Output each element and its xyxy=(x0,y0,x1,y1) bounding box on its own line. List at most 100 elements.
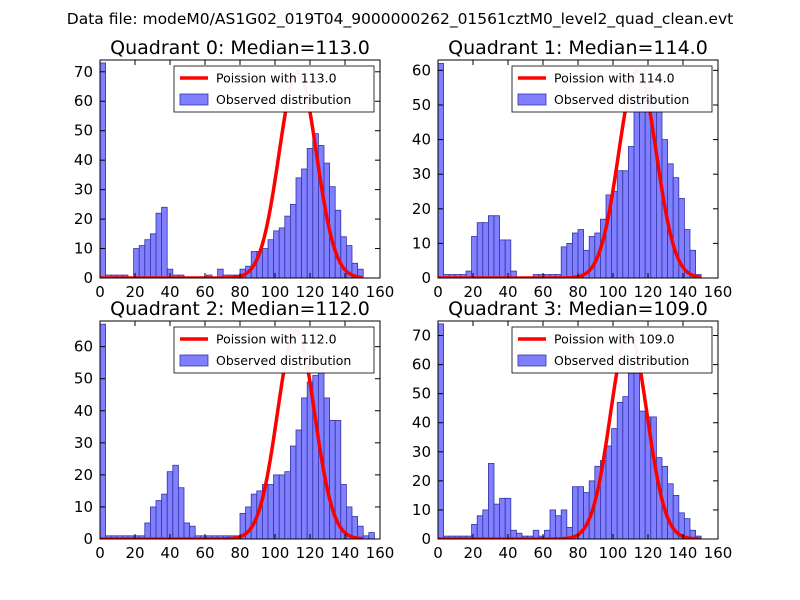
x-tick-label: 100 xyxy=(261,283,290,301)
histogram-bar xyxy=(611,191,618,278)
histogram-bar xyxy=(532,529,540,539)
y-tick-label: 10 xyxy=(412,234,431,252)
legend-line-label: Poission with 112.0 xyxy=(216,332,337,347)
histogram-bar xyxy=(622,170,629,278)
histogram-bar xyxy=(267,239,274,278)
x-tick-label: 140 xyxy=(669,283,698,301)
legend-line-label: Poission with 109.0 xyxy=(554,332,675,347)
y-tick-label: 60 xyxy=(412,61,431,79)
histogram-bar xyxy=(583,492,590,539)
histogram-bar xyxy=(504,239,512,278)
quadrant-title: Quadrant 1: Median=114.0 xyxy=(448,37,708,59)
histogram-bar xyxy=(555,515,562,539)
y-tick-label: 10 xyxy=(74,240,93,258)
histogram-bar xyxy=(306,147,314,278)
histogram-bar xyxy=(149,506,157,539)
y-tick-label: 30 xyxy=(412,165,431,183)
y-tick-label: 50 xyxy=(74,122,93,140)
y-tick-label: 0 xyxy=(421,269,431,287)
histogram-bar xyxy=(493,503,500,539)
histogram-bar xyxy=(667,483,674,539)
legend-bar-label: Observed distribution xyxy=(216,353,351,368)
histogram-bar xyxy=(577,229,584,278)
histogram-bar xyxy=(261,248,269,278)
y-tick-label: 40 xyxy=(412,414,431,432)
x-tick-label: 140 xyxy=(331,544,360,562)
x-tick-label: 20 xyxy=(463,544,482,562)
y-tick-label: 40 xyxy=(412,131,431,149)
histogram-bar xyxy=(438,323,444,539)
y-tick-label: 50 xyxy=(412,385,431,403)
x-tick-label: 160 xyxy=(366,283,395,301)
y-tick-label: 60 xyxy=(74,92,93,110)
quadrant-title: Quadrant 3: Median=109.0 xyxy=(448,298,708,320)
x-tick-label: 160 xyxy=(704,544,733,562)
x-tick-label: 80 xyxy=(230,283,249,301)
x-tick-label: 100 xyxy=(599,283,628,301)
x-tick-label: 120 xyxy=(296,544,325,562)
y-tick-label: 60 xyxy=(412,356,431,374)
figure-suptitle: Data file: modeM0/AS1G02_019T04_90000002… xyxy=(67,10,733,29)
x-tick-label: 40 xyxy=(160,283,179,301)
quadrant-0-panel: 0 20 40 60 80 100 120 140 160 0 10 20 30 40 50 60 70 Quad… xyxy=(74,37,394,301)
legend: Poission with 113.0 Observed distribution xyxy=(173,65,375,113)
y-tick-label: 0 xyxy=(83,530,93,548)
x-tick-label: 0 xyxy=(95,283,105,301)
histogram-bar xyxy=(510,270,517,278)
histogram-bar xyxy=(183,522,190,539)
y-tick-label: 50 xyxy=(74,370,93,388)
histogram-bar xyxy=(284,471,291,539)
legend: Poission with 114.0 Observed distribution xyxy=(511,65,713,113)
y-tick-label: 10 xyxy=(412,501,431,519)
histogram-bar xyxy=(172,464,179,539)
histogram-bar xyxy=(284,215,291,278)
histogram-bar xyxy=(471,524,478,539)
histogram-bar xyxy=(289,445,297,539)
histogram-bar xyxy=(572,232,579,278)
x-tick-label: 100 xyxy=(261,544,290,562)
x-tick-label: 80 xyxy=(230,544,249,562)
quadrant-1-panel: 0 20 40 60 80 100 120 140 160 0 10 20 30 40 50 60 Quadra… xyxy=(412,37,732,301)
histogram-bar xyxy=(295,177,302,278)
histogram-bar xyxy=(476,222,484,278)
x-tick-label: 40 xyxy=(498,544,517,562)
histogram-bar xyxy=(138,245,146,278)
histogram-bar xyxy=(633,104,640,278)
histogram-bar xyxy=(438,63,444,278)
quadrant-panels: 0 20 40 60 80 100 120 140 160010203040506070Quad… xyxy=(74,37,732,562)
histogram-bar xyxy=(149,233,157,278)
histogram-bar xyxy=(295,429,302,539)
histogram-bar xyxy=(616,170,624,278)
histogram-bar xyxy=(273,474,280,539)
histogram-bar xyxy=(487,215,495,278)
y-tick-label: 0 xyxy=(83,269,93,287)
y-tick-label: 40 xyxy=(74,402,93,420)
quadrant-title: Quadrant 2: Median=112.0 xyxy=(110,298,370,320)
histogram-bar xyxy=(560,509,568,539)
histogram-bar xyxy=(278,227,286,278)
histogram-bar xyxy=(572,486,579,539)
x-tick-label: 60 xyxy=(533,544,552,562)
x-tick-label: 120 xyxy=(634,544,663,562)
legend-bar-label: Observed distribution xyxy=(216,92,351,107)
x-tick-label: 40 xyxy=(160,544,179,562)
quadrant-2-panel: 0 20 40 60 80 100 120 140 160 0 10 20 30 40 50 60 Quadra… xyxy=(74,298,394,562)
histogram-bar xyxy=(273,230,280,278)
histogram-bar xyxy=(493,215,500,278)
x-tick-label: 160 xyxy=(366,544,395,562)
histogram-bar xyxy=(616,401,624,539)
x-tick-label: 0 xyxy=(433,544,443,562)
x-tick-label: 0 xyxy=(95,544,105,562)
histogram-bar xyxy=(189,525,196,539)
poisson-curve xyxy=(438,330,702,539)
legend-bar-label: Observed distribution xyxy=(554,92,689,107)
x-tick-label: 120 xyxy=(296,283,325,301)
x-tick-label: 60 xyxy=(195,283,214,301)
histogram-bar xyxy=(329,419,336,539)
histogram-bar xyxy=(482,509,489,539)
histogram-bar xyxy=(499,497,506,539)
histogram-bar xyxy=(611,428,618,539)
x-tick-label: 80 xyxy=(568,283,587,301)
y-tick-label: 60 xyxy=(74,338,93,356)
histogram-bar xyxy=(301,168,308,278)
